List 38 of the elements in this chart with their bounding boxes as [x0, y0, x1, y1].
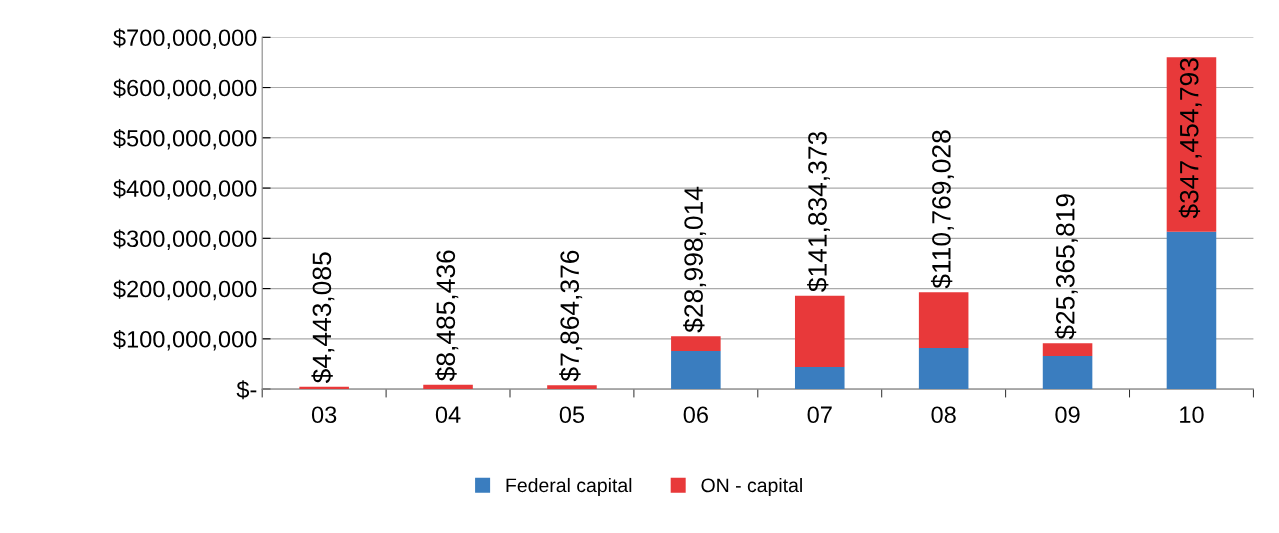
data-label: $347,454,793	[1178, 58, 1202, 219]
bar	[547, 385, 597, 390]
y-tick-label: $100,000,000	[113, 329, 257, 351]
legend-label: ON - capital	[701, 477, 802, 497]
bar	[671, 336, 721, 351]
x-tick-label: 10	[1180, 406, 1204, 424]
bar	[794, 366, 845, 390]
legend-label: Federal capital	[506, 477, 632, 497]
y-tick-label: $700,000,000	[113, 28, 257, 49]
y-tick-label: $-	[236, 380, 257, 400]
bar	[918, 347, 969, 390]
bar	[299, 386, 349, 390]
bar	[671, 350, 721, 390]
y-tick-label: $400,000,000	[113, 179, 257, 200]
data-label: $110,769,028	[930, 130, 954, 289]
data-label: $25,365,819	[1054, 194, 1078, 340]
bar	[1166, 231, 1217, 390]
y-tick-label: $600,000,000	[113, 78, 257, 100]
x-tick-label: 08	[931, 406, 956, 424]
bar	[1042, 343, 1093, 356]
bar	[1042, 355, 1093, 390]
bar	[794, 295, 845, 367]
x-tick-label: 03	[311, 406, 337, 424]
bar	[918, 292, 969, 348]
x-tick-label: 09	[1055, 406, 1080, 424]
data-label: $141,834,373	[807, 131, 830, 292]
bar	[423, 384, 473, 390]
data-label: $7,864,376	[559, 250, 583, 382]
y-tick-label: $500,000,000	[113, 128, 257, 150]
x-tick-label: 04	[435, 406, 461, 424]
data-label: $8,485,436	[435, 250, 459, 382]
x-tick-label: 06	[683, 406, 708, 424]
x-tick-label: 07	[807, 406, 832, 424]
x-tick-label: 05	[559, 406, 585, 424]
y-tick-label: $300,000,000	[113, 229, 257, 250]
y-tick-label: $200,000,000	[113, 279, 257, 301]
data-label: $4,443,085	[311, 252, 335, 384]
data-label: $28,998,014	[683, 186, 707, 333]
